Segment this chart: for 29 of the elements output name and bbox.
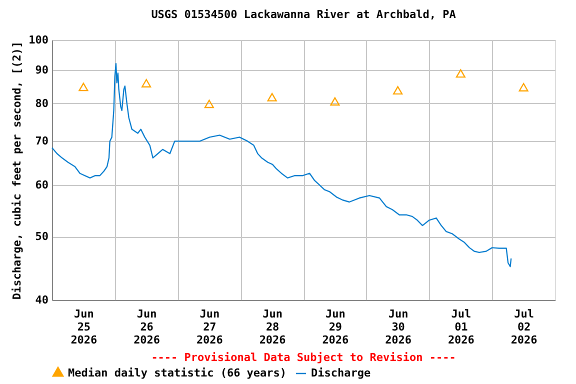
x-tick-label: Jun 30 2026: [385, 308, 412, 346]
y-axis-title: Discharge, cubic feet per second, [(2)]: [10, 41, 24, 300]
x-tick-label: Jul 02 2026: [510, 308, 538, 346]
y-tick-label: 70: [35, 134, 48, 148]
x-tick-label: Jun 27 2026: [196, 308, 224, 346]
y-tick-label: 90: [35, 63, 48, 76]
y-tick-label: 100: [28, 34, 48, 46]
x-tick-label: Jun 26 2026: [134, 308, 160, 346]
point: [142, 79, 152, 88]
point: [393, 86, 403, 95]
y-tick-label: 80: [35, 96, 48, 110]
legend-label: Median daily statistic (66 years): [68, 366, 287, 380]
y-tick-label: 40: [35, 294, 48, 306]
x-tick-label: Jun 29 2026: [322, 308, 350, 346]
legend-label: Discharge: [311, 366, 371, 380]
point: [204, 100, 214, 108]
x-tick-label: Jun 28 2026: [259, 308, 286, 346]
text: ---- Provisional Data Subject to Revision ----: [151, 351, 456, 364]
y-tick-label: 50: [35, 230, 48, 244]
point: [78, 82, 88, 92]
line-series: [51, 63, 512, 268]
x-tick-label: Jun 25 2026: [70, 308, 98, 346]
point: [330, 97, 340, 106]
x-tick-label: Jul 01 2026: [448, 308, 475, 346]
y-tick-label: 60: [35, 178, 48, 192]
point: [518, 83, 528, 92]
point: [456, 69, 466, 78]
chart-title: USGS 01534500 Lackawanna River at Archbald, PA: [151, 8, 456, 21]
point: [267, 92, 277, 102]
